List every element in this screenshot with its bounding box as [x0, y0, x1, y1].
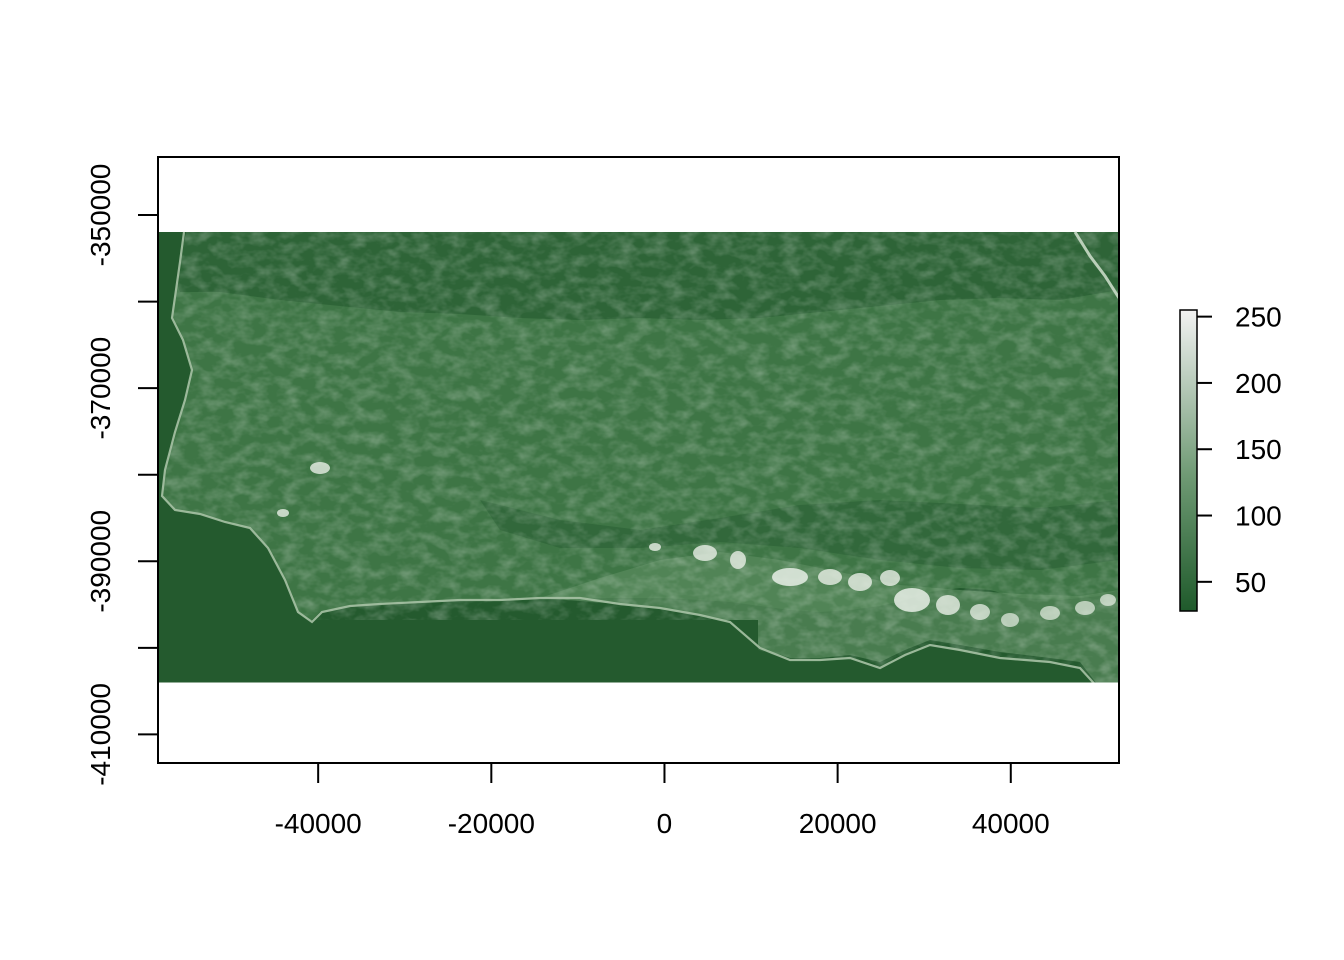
- x-tick-label: 40000: [972, 808, 1050, 839]
- legend-tick-label: 200: [1235, 368, 1282, 399]
- x-tick-label: 0: [657, 808, 673, 839]
- legend-colorbar: [1179, 309, 1198, 612]
- y-tick-label: -390000: [85, 510, 116, 613]
- bright-patches: [277, 462, 1116, 627]
- x-tick-label: -20000: [448, 808, 535, 839]
- x-tick-label: -40000: [275, 808, 362, 839]
- coastline: [160, 231, 1095, 683]
- legend-tick-label: 100: [1235, 501, 1282, 532]
- x-tick-label: 20000: [799, 808, 877, 839]
- y-tick-label: -410000: [85, 683, 116, 786]
- legend-ticks: 50 100 150 200 250: [1197, 302, 1282, 598]
- raster-layer: [158, 231, 1119, 683]
- ocean-overlay-east: [758, 645, 1094, 683]
- legend-tick-label: 50: [1235, 567, 1266, 598]
- y-tick-label: -370000: [85, 337, 116, 440]
- x-axis: -40000 -20000 0 20000 40000: [275, 762, 1050, 839]
- legend-tick-label: 250: [1235, 302, 1282, 333]
- coastline-northeast: [1073, 231, 1119, 299]
- y-axis: -350000 -370000 -390000 -410000: [85, 164, 159, 786]
- legend-tick-label: 150: [1235, 434, 1282, 465]
- ocean-overlay-west: [158, 232, 310, 683]
- y-tick-label: -350000: [85, 164, 116, 267]
- color-legend: 50 100 150 200 250: [1179, 302, 1282, 612]
